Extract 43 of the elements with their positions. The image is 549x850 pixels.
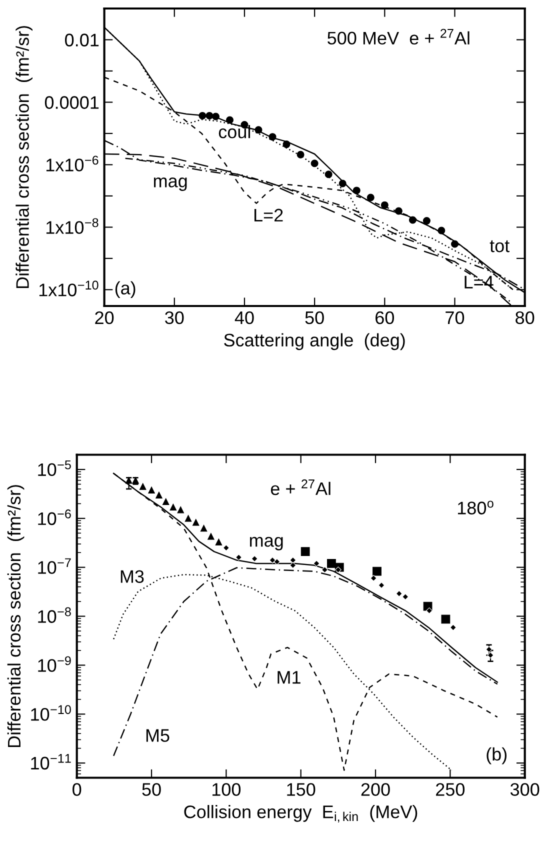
x-tick-label: 30 xyxy=(165,311,184,324)
y-tick-label: 1x10$^{−6}$ xyxy=(46,156,98,172)
y-tick-label: 10$^{−8}$ xyxy=(38,607,71,623)
annotation: 180$^{o}$ xyxy=(458,500,494,514)
x-tick-label: 70 xyxy=(446,311,464,324)
annotation: mag xyxy=(154,177,187,191)
annotation: M5 xyxy=(146,729,170,742)
x-tick-label: 250 xyxy=(436,783,465,796)
y-axis-title: Differential cross section (fm²/sr) xyxy=(7,485,24,748)
annotation: M1 xyxy=(278,671,300,684)
y-tick-label: 0.01 xyxy=(65,34,99,46)
y-tick-label: 1x10$^{−10}$ xyxy=(39,280,98,296)
x-axis-title: Scattering angle (deg) xyxy=(224,333,405,350)
x-tick-label: 200 xyxy=(361,783,390,796)
x-tick-label: 300 xyxy=(510,783,540,796)
x-tick-label: 40 xyxy=(234,311,254,324)
x-tick-label: 50 xyxy=(305,311,324,324)
annotation: tot xyxy=(490,240,510,252)
x-tick-label: 100 xyxy=(212,783,241,796)
x-tick-label: 80 xyxy=(516,311,534,324)
x-tick-label: 0 xyxy=(72,783,82,796)
annotation: M3 xyxy=(120,570,144,583)
annotation: (b) xyxy=(486,747,507,764)
y-tick-label: 0.0001 xyxy=(44,96,99,109)
y-tick-label: 10$^{−11}$ xyxy=(31,754,71,770)
annotation: L=2 xyxy=(254,208,283,222)
y-tick-label: 10$^{−6}$ xyxy=(38,509,71,526)
y-axis-title: Differential cross section (fm²/sr) xyxy=(16,26,32,288)
y-tick-label: 1x10$^{−8}$ xyxy=(46,218,98,234)
x-tick-label: 150 xyxy=(287,783,316,796)
annotation: (a) xyxy=(115,281,136,298)
y-tick-label: 10$^{−9}$ xyxy=(38,656,71,672)
x-axis-title: Collision energy E$_{i,kin}$ (MeV) xyxy=(184,805,418,823)
x-tick-label: 20 xyxy=(95,311,114,324)
x-tick-label: 60 xyxy=(376,311,394,324)
y-tick-label: 10$^{−5}$ xyxy=(38,460,71,476)
annotation: e + $^{27}$Al xyxy=(270,479,330,496)
annotation: 500 MeV e + $^{27}$Al xyxy=(328,28,470,45)
y-tick-label: 10$^{−10}$ xyxy=(31,705,71,721)
annotation: coul xyxy=(218,125,250,138)
x-tick-label: 50 xyxy=(142,783,161,796)
annotation: mag xyxy=(250,536,283,550)
y-tick-label: 10$^{−7}$ xyxy=(38,558,71,574)
